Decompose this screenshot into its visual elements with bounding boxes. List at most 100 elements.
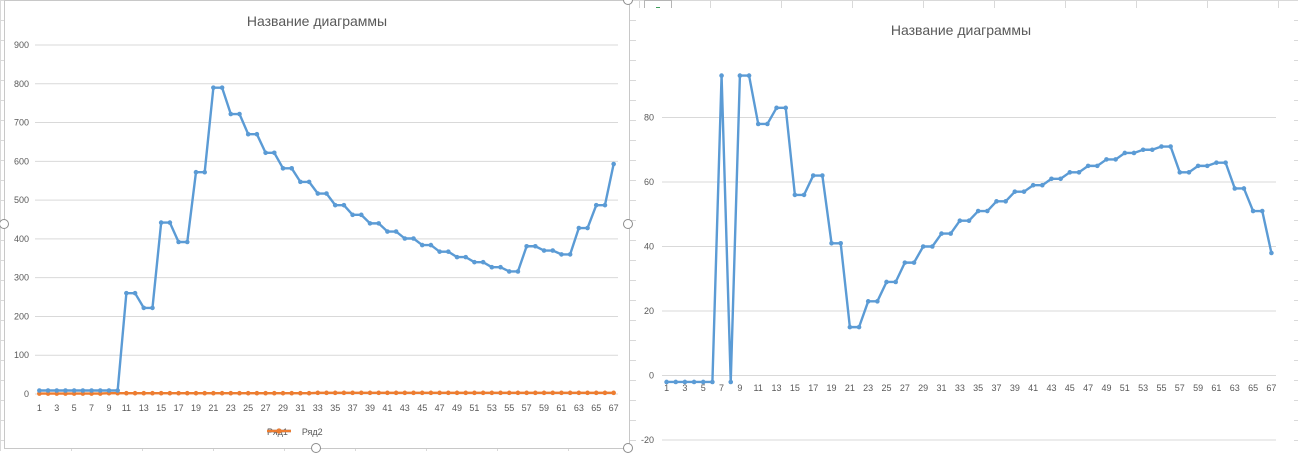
data-point[interactable] [691, 379, 697, 385]
data-point[interactable] [367, 390, 373, 396]
data-point[interactable] [710, 379, 715, 385]
data-point[interactable] [359, 390, 364, 396]
data-point[interactable] [63, 388, 68, 393]
data-point[interactable] [280, 390, 286, 396]
data-point[interactable] [463, 254, 469, 260]
data-point[interactable] [1250, 208, 1256, 214]
data-point[interactable] [472, 259, 477, 265]
data-point[interactable] [1030, 182, 1036, 188]
data-point[interactable] [792, 192, 798, 198]
resize-handle-bottom-right[interactable] [623, 443, 633, 453]
data-point[interactable] [728, 379, 734, 385]
data-point[interactable] [593, 202, 599, 208]
data-point[interactable] [411, 236, 416, 241]
data-point[interactable] [80, 388, 86, 393]
data-point[interactable] [37, 388, 42, 393]
data-point[interactable] [550, 248, 556, 253]
data-point[interactable] [585, 390, 590, 396]
data-point[interactable] [324, 390, 329, 396]
data-point[interactable] [541, 390, 547, 396]
data-point[interactable] [911, 260, 917, 265]
data-point[interactable] [193, 169, 199, 175]
data-point[interactable] [533, 243, 538, 249]
data-point[interactable] [1186, 170, 1192, 175]
data-point[interactable] [489, 264, 495, 270]
data-point[interactable] [966, 218, 972, 223]
data-point[interactable] [567, 390, 573, 396]
data-point[interactable] [115, 388, 120, 393]
data-point[interactable] [385, 390, 390, 396]
data-point[interactable] [176, 390, 181, 396]
data-point[interactable] [1232, 186, 1238, 191]
data-point[interactable] [332, 202, 338, 208]
data-point[interactable] [1049, 176, 1054, 182]
data-point[interactable] [228, 111, 234, 117]
data-point[interactable] [957, 218, 963, 223]
data-point[interactable] [1140, 147, 1146, 153]
data-point[interactable] [829, 240, 834, 246]
data-point[interactable] [1131, 150, 1137, 156]
data-point[interactable] [350, 390, 355, 396]
data-point[interactable] [54, 388, 60, 393]
data-point[interactable] [1113, 157, 1118, 162]
data-point[interactable] [402, 390, 408, 396]
data-point[interactable] [176, 239, 181, 245]
data-point[interactable] [202, 390, 207, 396]
data-point[interactable] [1159, 144, 1164, 149]
data-point[interactable] [419, 390, 425, 396]
data-point[interactable] [884, 279, 889, 285]
data-point[interactable] [298, 390, 303, 396]
chart-1-legend[interactable]: Ряд1 Ряд2 [267, 427, 323, 437]
data-point[interactable] [1003, 199, 1008, 204]
data-point[interactable] [1040, 182, 1045, 188]
data-point[interactable] [245, 131, 251, 137]
data-point[interactable] [1012, 189, 1018, 194]
data-point[interactable] [856, 324, 862, 330]
data-point[interactable] [1177, 170, 1183, 175]
data-point[interactable] [332, 390, 338, 396]
data-point[interactable] [515, 390, 521, 396]
chart-1[interactable]: Название диаграммы 0 100 200 300 400 500 600 70… [4, 0, 630, 449]
data-point[interactable] [472, 390, 477, 396]
chart-2[interactable]: Название диаграммы -20 0 20 40 60 80 1 3 5 7 9 11 13… [636, 8, 1294, 451]
data-point[interactable] [158, 220, 164, 225]
data-point[interactable] [920, 244, 926, 249]
data-point[interactable] [774, 105, 779, 111]
data-point[interactable] [271, 390, 277, 396]
data-point[interactable] [280, 166, 286, 171]
data-point[interactable] [489, 390, 495, 396]
data-point[interactable] [124, 290, 129, 296]
data-point[interactable] [893, 279, 898, 285]
data-point[interactable] [271, 150, 277, 156]
data-point[interactable] [1104, 157, 1109, 162]
data-point[interactable] [158, 390, 164, 396]
data-point[interactable] [385, 229, 390, 234]
data-point[interactable] [1204, 163, 1210, 169]
data-point[interactable] [71, 388, 77, 393]
data-point[interactable] [865, 299, 871, 304]
data-point[interactable] [902, 260, 908, 265]
data-point[interactable] [1149, 147, 1155, 153]
data-point[interactable] [428, 242, 434, 248]
data-point[interactable] [700, 379, 706, 385]
data-point[interactable] [1085, 163, 1091, 169]
data-point[interactable] [746, 73, 752, 78]
data-point[interactable] [298, 179, 303, 185]
data-point[interactable] [820, 173, 825, 178]
data-point[interactable] [480, 259, 486, 265]
data-point[interactable] [89, 388, 94, 393]
data-point[interactable] [367, 221, 373, 226]
data-point[interactable] [1259, 208, 1265, 214]
data-point[interactable] [1058, 176, 1063, 182]
data-point[interactable] [306, 179, 312, 185]
data-point[interactable] [585, 225, 590, 231]
data-point[interactable] [184, 390, 190, 396]
data-point[interactable] [783, 105, 789, 111]
data-point[interactable] [994, 199, 999, 204]
resize-handle-middle-left[interactable] [0, 219, 9, 229]
data-point[interactable] [611, 390, 616, 396]
data-point[interactable] [765, 121, 770, 127]
data-point[interactable] [106, 388, 112, 393]
data-point[interactable] [228, 390, 234, 396]
data-point[interactable] [506, 390, 512, 396]
